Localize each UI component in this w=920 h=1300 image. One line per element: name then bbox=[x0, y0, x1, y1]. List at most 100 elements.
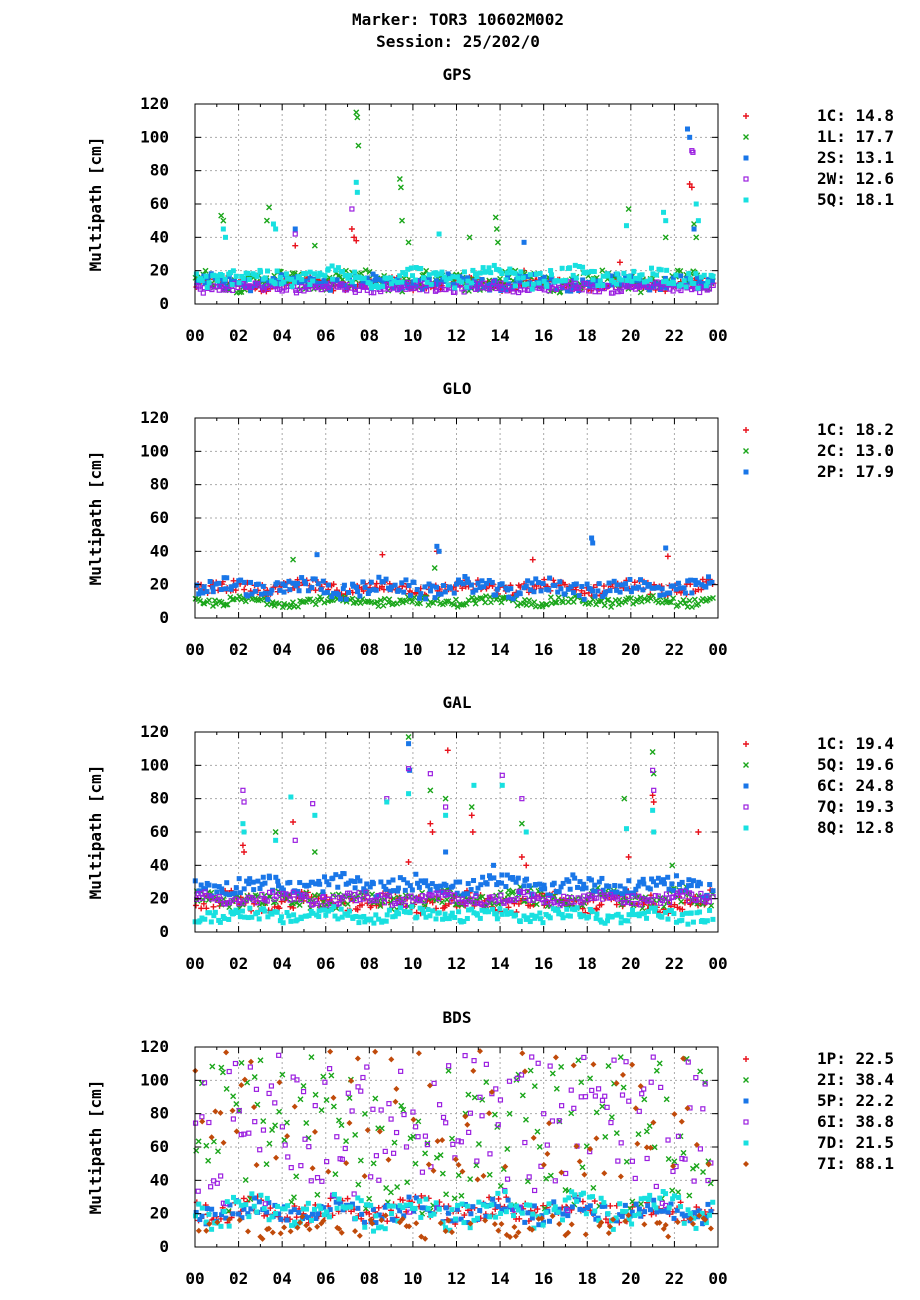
data-point bbox=[524, 281, 530, 287]
data-point bbox=[458, 1192, 465, 1199]
data-point bbox=[200, 590, 206, 596]
data-point bbox=[620, 1208, 626, 1214]
data-point bbox=[659, 914, 665, 920]
data-point bbox=[619, 891, 625, 897]
data-point bbox=[272, 1100, 278, 1106]
data-point bbox=[230, 577, 237, 584]
data-point bbox=[576, 263, 582, 269]
data-point bbox=[261, 287, 267, 293]
data-point bbox=[418, 1214, 424, 1220]
data-point bbox=[381, 883, 387, 889]
data-point bbox=[403, 286, 409, 292]
data-point bbox=[398, 896, 404, 902]
data-point bbox=[290, 556, 297, 563]
y-tick-label: 60 bbox=[150, 1137, 169, 1156]
x-tick-label: 22 bbox=[665, 326, 684, 345]
data-point bbox=[664, 285, 670, 291]
data-point bbox=[536, 280, 542, 286]
data-point bbox=[442, 589, 448, 595]
data-point bbox=[298, 916, 304, 922]
data-point bbox=[306, 913, 312, 919]
data-point bbox=[480, 1172, 487, 1179]
data-point bbox=[283, 891, 289, 897]
data-point bbox=[644, 1155, 650, 1162]
data-point bbox=[643, 1144, 650, 1151]
data-point bbox=[628, 589, 634, 595]
legend-marker bbox=[743, 134, 749, 140]
data-point bbox=[396, 911, 402, 917]
data-point bbox=[406, 583, 412, 589]
data-point bbox=[362, 267, 369, 274]
data-point bbox=[637, 577, 643, 583]
data-point bbox=[510, 888, 517, 895]
data-point bbox=[345, 1204, 351, 1210]
data-point bbox=[348, 1204, 354, 1210]
data-point bbox=[259, 591, 265, 597]
data-point bbox=[456, 278, 462, 284]
data-point bbox=[637, 1083, 644, 1090]
data-point bbox=[703, 584, 709, 590]
data-point bbox=[219, 886, 225, 892]
data-point bbox=[356, 890, 362, 896]
data-point bbox=[540, 1161, 547, 1168]
data-point bbox=[463, 901, 469, 907]
data-point bbox=[321, 590, 327, 596]
data-point bbox=[514, 602, 521, 609]
data-point bbox=[665, 916, 671, 922]
data-point bbox=[449, 910, 455, 916]
data-point bbox=[569, 1189, 575, 1195]
x-tick-label: 06 bbox=[316, 326, 335, 345]
data-point bbox=[668, 1201, 674, 1207]
y-tick-label: 60 bbox=[150, 508, 169, 527]
data-point bbox=[645, 1203, 651, 1209]
data-point bbox=[439, 1137, 446, 1144]
data-point bbox=[438, 591, 444, 597]
data-point bbox=[415, 880, 421, 886]
data-point bbox=[547, 915, 553, 921]
data-point bbox=[434, 543, 440, 549]
data-point bbox=[272, 1122, 279, 1129]
data-point bbox=[443, 896, 450, 903]
data-point bbox=[392, 913, 398, 919]
data-point bbox=[260, 874, 266, 880]
data-point bbox=[546, 1218, 552, 1224]
x-tick-label: 14 bbox=[490, 326, 509, 345]
data-point bbox=[465, 1091, 472, 1098]
data-point bbox=[673, 919, 679, 925]
data-point bbox=[537, 270, 543, 276]
data-point bbox=[431, 1211, 437, 1217]
data-point bbox=[353, 584, 359, 590]
data-point bbox=[525, 273, 531, 279]
data-point bbox=[291, 896, 297, 902]
data-point bbox=[524, 1178, 531, 1185]
data-point bbox=[207, 910, 213, 916]
data-point bbox=[522, 1219, 528, 1225]
data-point bbox=[261, 1206, 267, 1212]
data-point bbox=[308, 1054, 315, 1061]
data-point bbox=[292, 226, 298, 232]
data-point bbox=[619, 1213, 625, 1219]
data-point bbox=[693, 234, 700, 241]
series-7D bbox=[192, 1189, 716, 1234]
data-point bbox=[280, 887, 286, 893]
data-point bbox=[414, 586, 420, 592]
data-point bbox=[319, 894, 326, 900]
data-point bbox=[562, 277, 568, 283]
data-point bbox=[459, 279, 465, 285]
data-point bbox=[652, 908, 658, 914]
data-point bbox=[564, 288, 570, 294]
data-point bbox=[618, 920, 624, 926]
data-point bbox=[707, 1212, 713, 1218]
data-point bbox=[246, 276, 252, 282]
data-point bbox=[288, 918, 294, 924]
data-point bbox=[371, 1228, 377, 1234]
data-point bbox=[609, 914, 615, 920]
data-point bbox=[380, 579, 386, 585]
data-point bbox=[598, 1219, 605, 1226]
data-point bbox=[619, 1092, 626, 1098]
data-point bbox=[373, 1220, 379, 1226]
legend-marker bbox=[743, 176, 749, 182]
data-point bbox=[477, 595, 484, 602]
legend-entry-2S: 2S: 13.1 bbox=[817, 148, 894, 167]
data-point bbox=[682, 590, 688, 596]
